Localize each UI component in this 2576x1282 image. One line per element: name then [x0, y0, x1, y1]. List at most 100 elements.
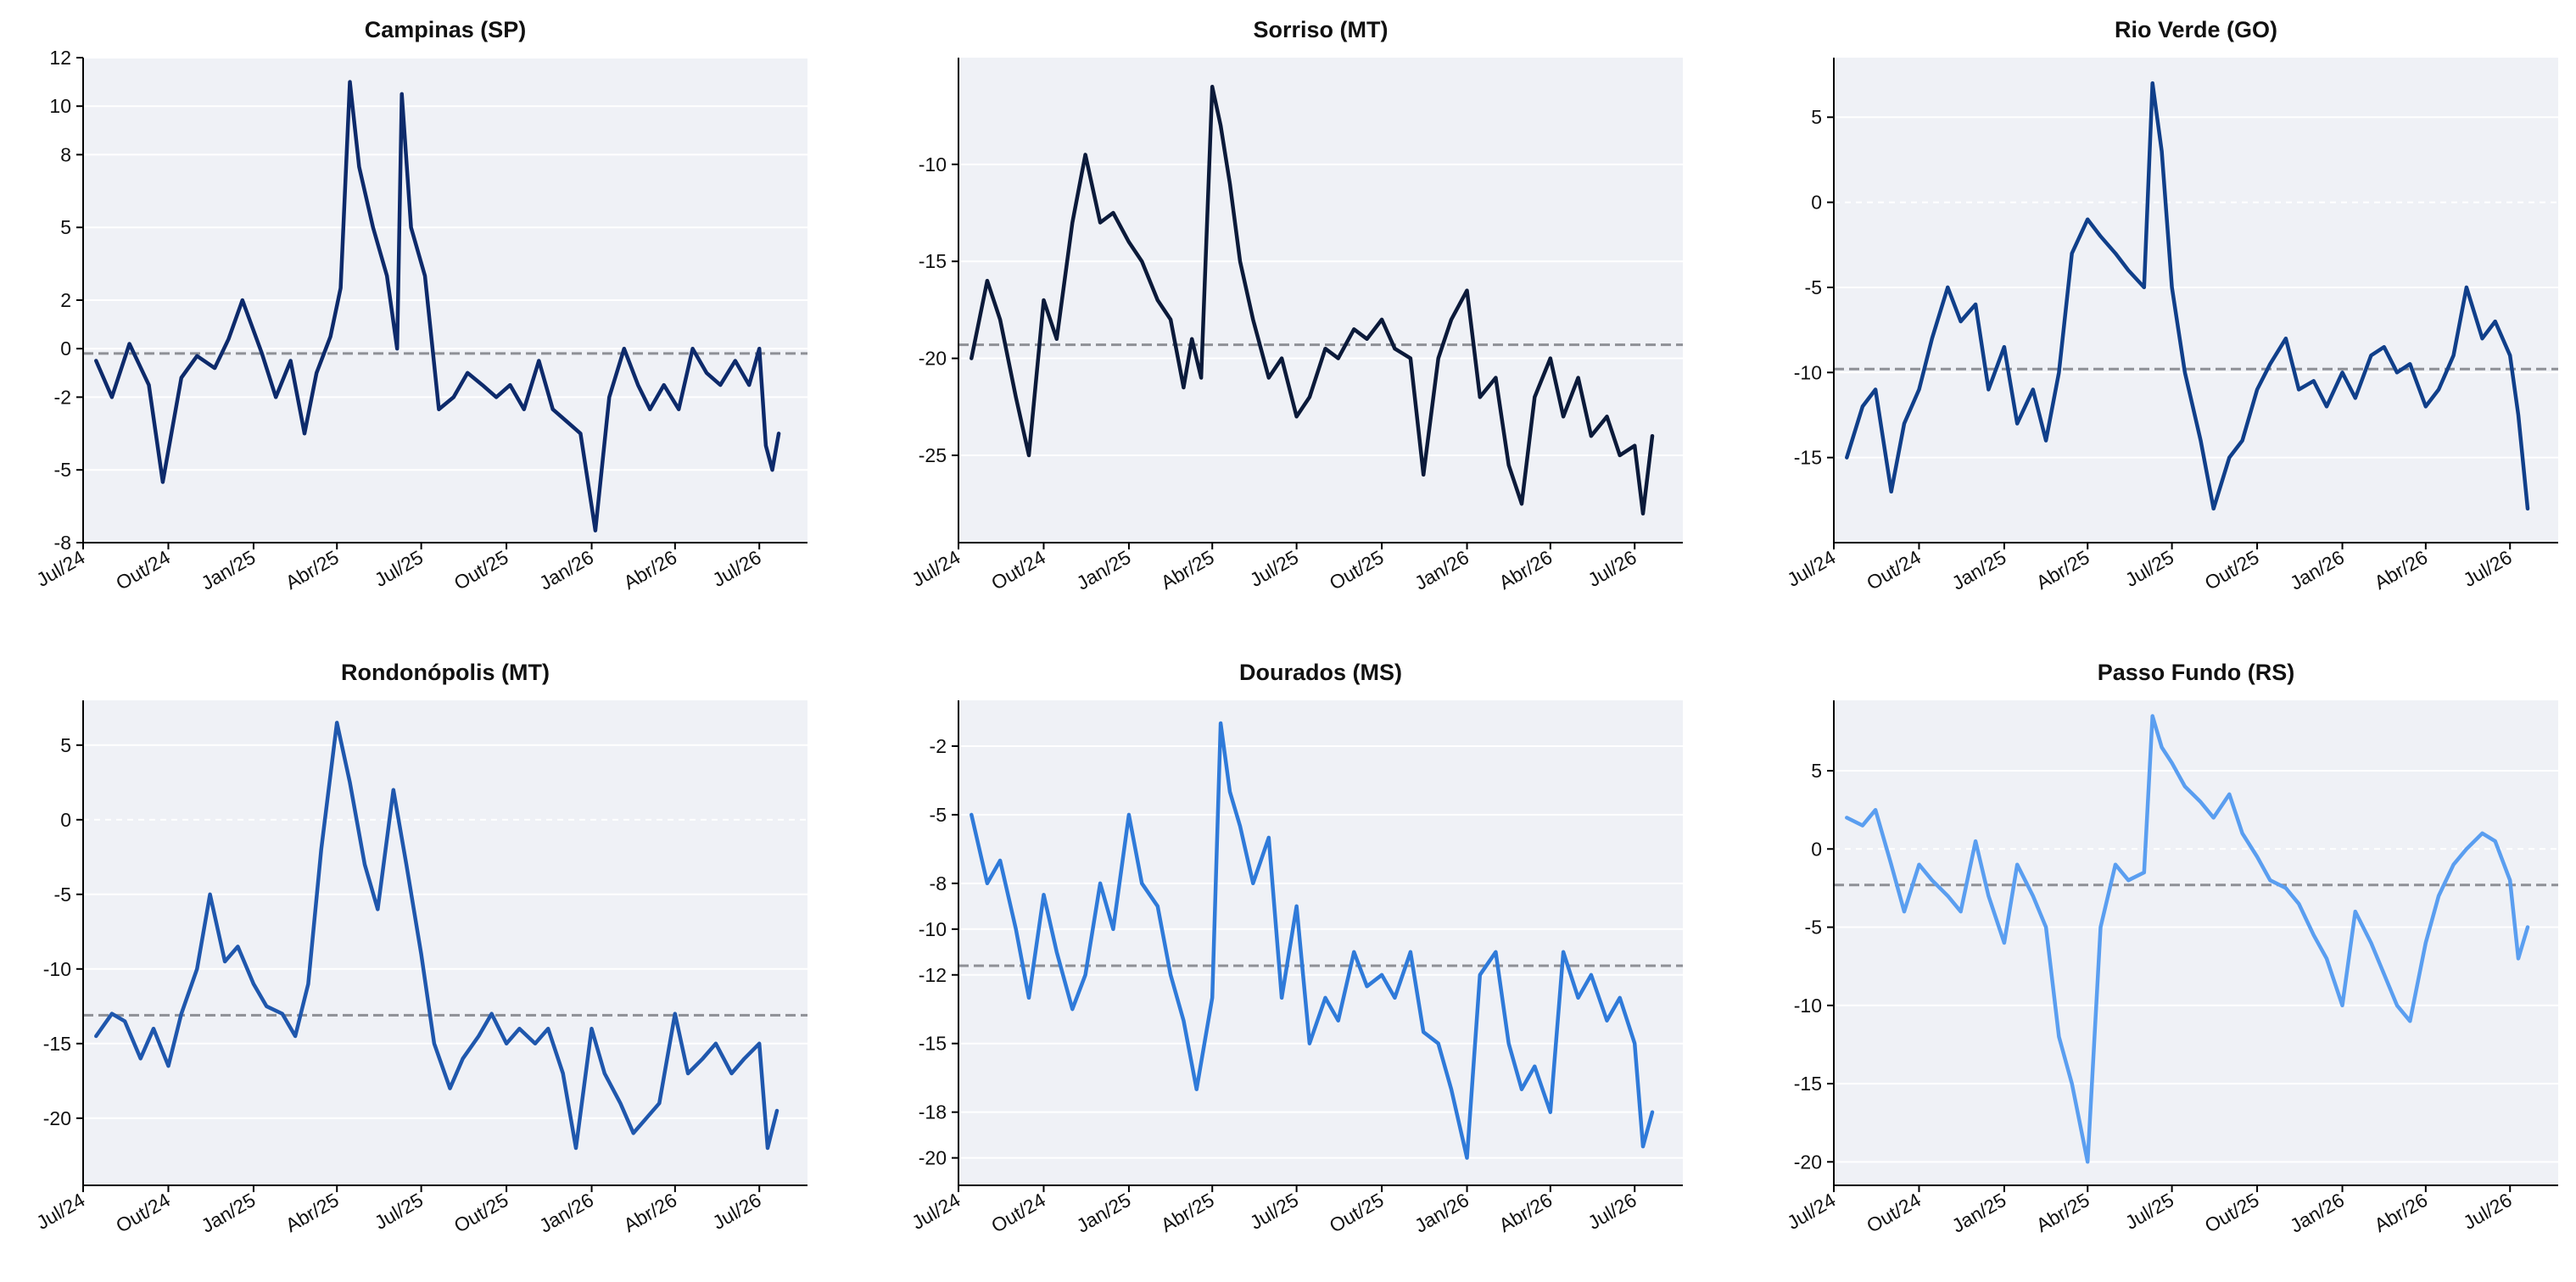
x-tick-label: Abr/25 [1157, 546, 1218, 594]
x-tick-label: Out/25 [450, 546, 512, 594]
x-tick-label: Out/25 [1326, 1189, 1388, 1237]
y-tick-label: 0 [1811, 192, 1822, 214]
y-tick-label: -5 [54, 459, 71, 481]
y-tick-label: -20 [919, 1147, 947, 1169]
x-tick-label: Out/25 [450, 1189, 512, 1237]
x-tick-label: Abr/26 [2371, 1189, 2432, 1236]
y-tick-label: -20 [1794, 1151, 1822, 1173]
chart-panel: -2 -5 -8 -10 -12 -15 -18 -20 Jul/24 Out/24 Jan/25 A… [908, 660, 1683, 1237]
plot-area [1834, 700, 2558, 1185]
y-tick-label: -20 [919, 348, 947, 370]
x-tick-label: Jul/26 [709, 546, 765, 591]
y-tick-label: -25 [919, 444, 947, 466]
x-tick-label: Jan/25 [1948, 1189, 2010, 1237]
x-tick-label: Abr/26 [1495, 546, 1556, 594]
chart-panel: 5 0 -5 -10 -15 -20 Jul/24 Out/24 Jan/25 Abr/25 Jul… [32, 660, 807, 1237]
x-tick-label: Out/24 [987, 546, 1049, 594]
y-tick-label: -5 [1805, 276, 1822, 298]
series-line [969, 721, 1655, 1160]
x-tick-label: Jan/25 [198, 1189, 260, 1237]
x-tick-label: Jul/25 [371, 546, 427, 591]
x-tick-label: Abr/26 [620, 1189, 681, 1236]
x-tick-label: Jul/26 [709, 1189, 765, 1234]
x-tick-label: Abr/25 [1157, 1189, 1218, 1236]
x-tick-label: Jul/25 [1246, 546, 1302, 591]
x-tick-label: Jul/25 [1246, 1189, 1302, 1234]
y-tick-label: -5 [930, 804, 947, 826]
y-tick-label: -12 [919, 964, 947, 986]
chart-title: Dourados (MS) [1239, 660, 1402, 685]
x-tick-label: Out/25 [2201, 1189, 2263, 1237]
y-tick-label: -10 [919, 918, 947, 940]
x-tick-label: Jan/26 [535, 1189, 597, 1237]
y-tick-label: -8 [54, 532, 71, 554]
y-tick-label: -10 [1794, 361, 1822, 383]
chart-title: Sorriso (MT) [1254, 17, 1389, 42]
x-tick-label: Abr/25 [2032, 546, 2093, 594]
plot-area [958, 58, 1683, 543]
y-tick-label: -15 [1794, 447, 1822, 469]
y-tick-label: -2 [54, 386, 71, 408]
x-tick-label: Jul/26 [1584, 1189, 1640, 1234]
y-tick-label: 5 [1811, 760, 1822, 782]
y-tick-label: -15 [1794, 1073, 1822, 1095]
y-tick-label: 2 [60, 289, 71, 311]
series-line [1845, 714, 2530, 1164]
chart-panel: 5 0 -5 -10 -15 Jul/24 Out/24 Jan/25 Abr/25 Jul/25… [1783, 17, 2558, 594]
x-tick-label: Out/24 [1863, 546, 1925, 594]
chart-panel: 5 0 -5 -10 -15 -20 Jul/24 Out/24 Jan/25 Abr/25 Jul… [1783, 660, 2558, 1237]
x-tick-label: Jul/25 [2121, 546, 2177, 591]
y-tick-label: -15 [919, 250, 947, 272]
x-tick-label: Jul/24 [908, 546, 964, 591]
x-tick-label: Jul/24 [1783, 546, 1839, 591]
x-tick-label: Jul/26 [2460, 1189, 2516, 1234]
x-tick-label: Jan/25 [1948, 546, 2010, 594]
x-tick-label: Jul/26 [2460, 546, 2516, 591]
chart-title: Rondonópolis (MT) [341, 660, 550, 685]
x-tick-label: Abr/25 [2032, 1189, 2093, 1236]
y-tick-label: 10 [49, 95, 71, 117]
y-tick-label: 5 [1811, 106, 1822, 128]
x-tick-label: Abr/26 [1495, 1189, 1556, 1236]
x-tick-label: Abr/26 [2371, 546, 2432, 594]
chart-title: Passo Fundo (RS) [2098, 660, 2295, 685]
y-tick-label: 5 [60, 734, 71, 756]
y-tick-label: -10 [1794, 995, 1822, 1017]
y-tick-label: 5 [60, 216, 71, 238]
x-tick-label: Jan/26 [1411, 546, 1472, 594]
y-tick-label: -5 [54, 883, 71, 906]
x-tick-label: Out/24 [112, 1189, 174, 1237]
x-tick-label: Jan/26 [1411, 1189, 1472, 1237]
y-tick-label: 8 [60, 143, 71, 165]
x-tick-label: Abr/25 [282, 1189, 343, 1236]
plot-area [83, 700, 807, 1185]
x-tick-label: Abr/26 [620, 546, 681, 594]
x-tick-label: Jul/26 [1584, 546, 1640, 591]
x-tick-label: Jan/25 [1073, 1189, 1135, 1237]
x-tick-label: Jul/24 [1783, 1189, 1839, 1234]
x-tick-label: Jul/24 [32, 1189, 88, 1234]
y-tick-label: -18 [919, 1101, 947, 1123]
x-tick-label: Jan/26 [535, 546, 597, 594]
x-tick-label: Out/24 [987, 1189, 1049, 1237]
y-tick-label: -5 [1805, 917, 1822, 939]
series-line [94, 80, 781, 532]
series-line [969, 85, 1655, 516]
x-tick-label: Jul/25 [2121, 1189, 2177, 1234]
series-line [1845, 81, 2530, 511]
y-tick-label: -10 [919, 153, 947, 176]
y-tick-label: -8 [930, 872, 947, 895]
x-tick-label: Out/24 [1863, 1189, 1925, 1237]
x-tick-label: Jan/25 [1073, 546, 1135, 594]
y-tick-label: -10 [43, 958, 71, 980]
x-tick-label: Jul/24 [908, 1189, 964, 1234]
y-tick-label: 0 [60, 337, 71, 360]
y-tick-label: -15 [919, 1033, 947, 1055]
y-tick-label: -2 [930, 735, 947, 757]
x-tick-label: Out/25 [2201, 546, 2263, 594]
y-tick-label: -15 [43, 1033, 71, 1055]
y-tick-label: 12 [49, 47, 71, 69]
plot-area [958, 700, 1683, 1185]
x-tick-label: Out/24 [112, 546, 174, 594]
